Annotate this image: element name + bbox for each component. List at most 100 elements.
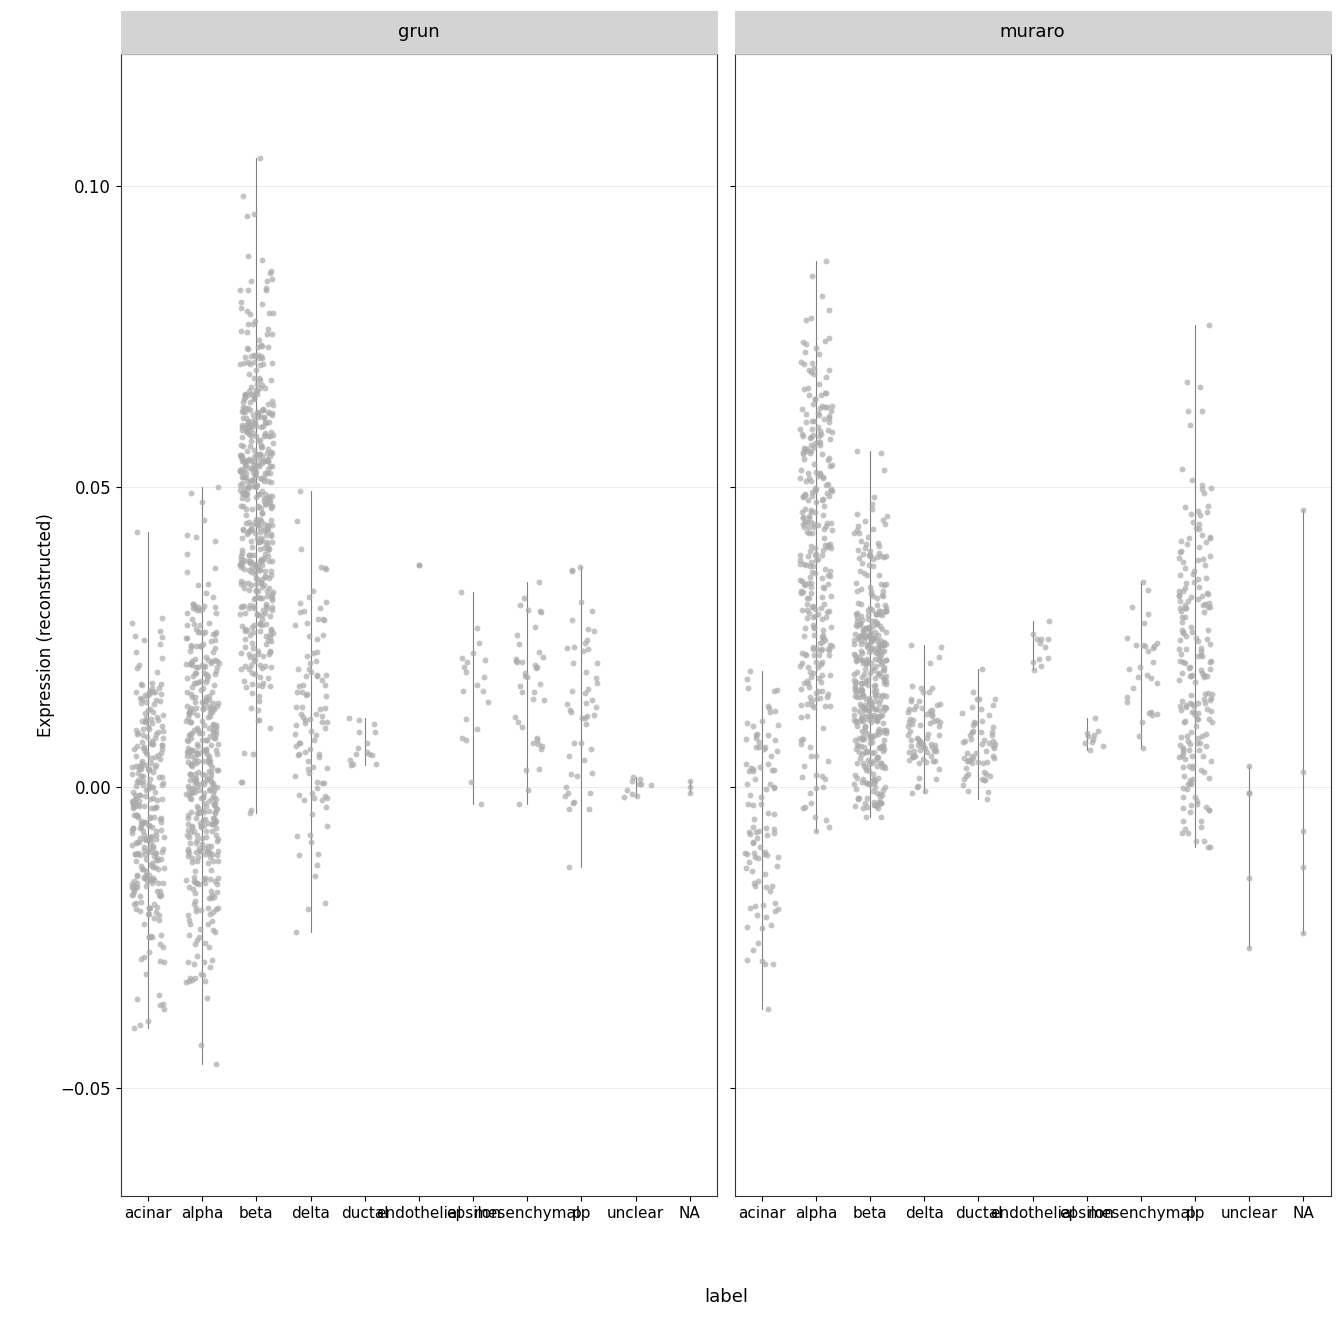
Point [261,597,282,618]
Point [251,577,273,598]
Point [978,704,1000,726]
Point [196,769,218,790]
Point [261,472,282,493]
Point [145,781,167,802]
Point [132,820,153,841]
Point [151,734,172,755]
Point [314,559,336,581]
Point [914,738,935,759]
Point [180,741,202,762]
Point [249,691,270,712]
Point [187,575,208,597]
Point [812,395,833,417]
Point [800,426,821,448]
Point [257,323,278,344]
Point [255,598,277,620]
Point [196,840,218,862]
Point [125,875,146,896]
Point [241,556,262,578]
Point [871,722,892,743]
Point [238,448,259,469]
Point [864,648,886,669]
Point [845,614,867,636]
Point [251,446,273,468]
Point [230,552,251,574]
Point [1192,663,1214,684]
Point [909,731,930,753]
Point [195,730,216,751]
Point [231,554,253,575]
Point [751,950,773,972]
Point [867,706,888,727]
Point [810,544,832,566]
Point [1191,640,1212,661]
Point [199,698,220,719]
Point [903,745,925,766]
Point [255,534,277,555]
Point [899,698,921,719]
Point [187,872,208,894]
Point [181,816,203,837]
Point [234,671,255,692]
Point [875,698,896,719]
Y-axis label: Expression (reconstructed): Expression (reconstructed) [38,513,55,737]
Point [241,798,262,820]
Point [177,876,199,898]
Point [243,645,265,667]
Point [816,366,837,387]
Point [257,442,278,464]
Point [230,458,251,480]
Point [253,415,274,437]
Point [801,266,823,288]
Point [755,906,777,927]
Point [812,664,833,685]
Point [982,735,1004,757]
Point [145,900,167,922]
Point [1125,634,1146,656]
Point [898,702,919,723]
Point [867,663,888,684]
Point [144,907,165,929]
Point [792,599,813,621]
Point [190,773,211,794]
Point [523,688,544,710]
Point [140,841,161,863]
Point [149,884,171,906]
Point [195,970,216,992]
Point [754,737,775,758]
Point [870,792,891,813]
Point [864,689,886,711]
Point [204,663,226,684]
Point [207,759,228,781]
Point [1171,612,1192,633]
Point [804,806,825,828]
Point [875,665,896,687]
Point [138,758,160,780]
Point [962,747,984,769]
Point [136,710,157,731]
Point [875,649,896,671]
Point [866,699,887,720]
Point [805,461,827,482]
Point [796,587,817,609]
Point [138,836,160,857]
Point [179,653,200,675]
Point [859,622,880,644]
Point [450,582,472,603]
Point [132,718,153,739]
Point [257,487,278,508]
Point [1239,782,1261,804]
Point [1168,581,1189,602]
Point [199,780,220,801]
Point [196,750,218,771]
Point [530,599,551,621]
Point [820,478,841,500]
Point [124,870,145,891]
Point [153,825,175,847]
Point [855,618,876,640]
Point [1172,661,1193,683]
Point [820,634,841,656]
Point [192,868,214,890]
Point [140,828,161,849]
Point [243,544,265,566]
